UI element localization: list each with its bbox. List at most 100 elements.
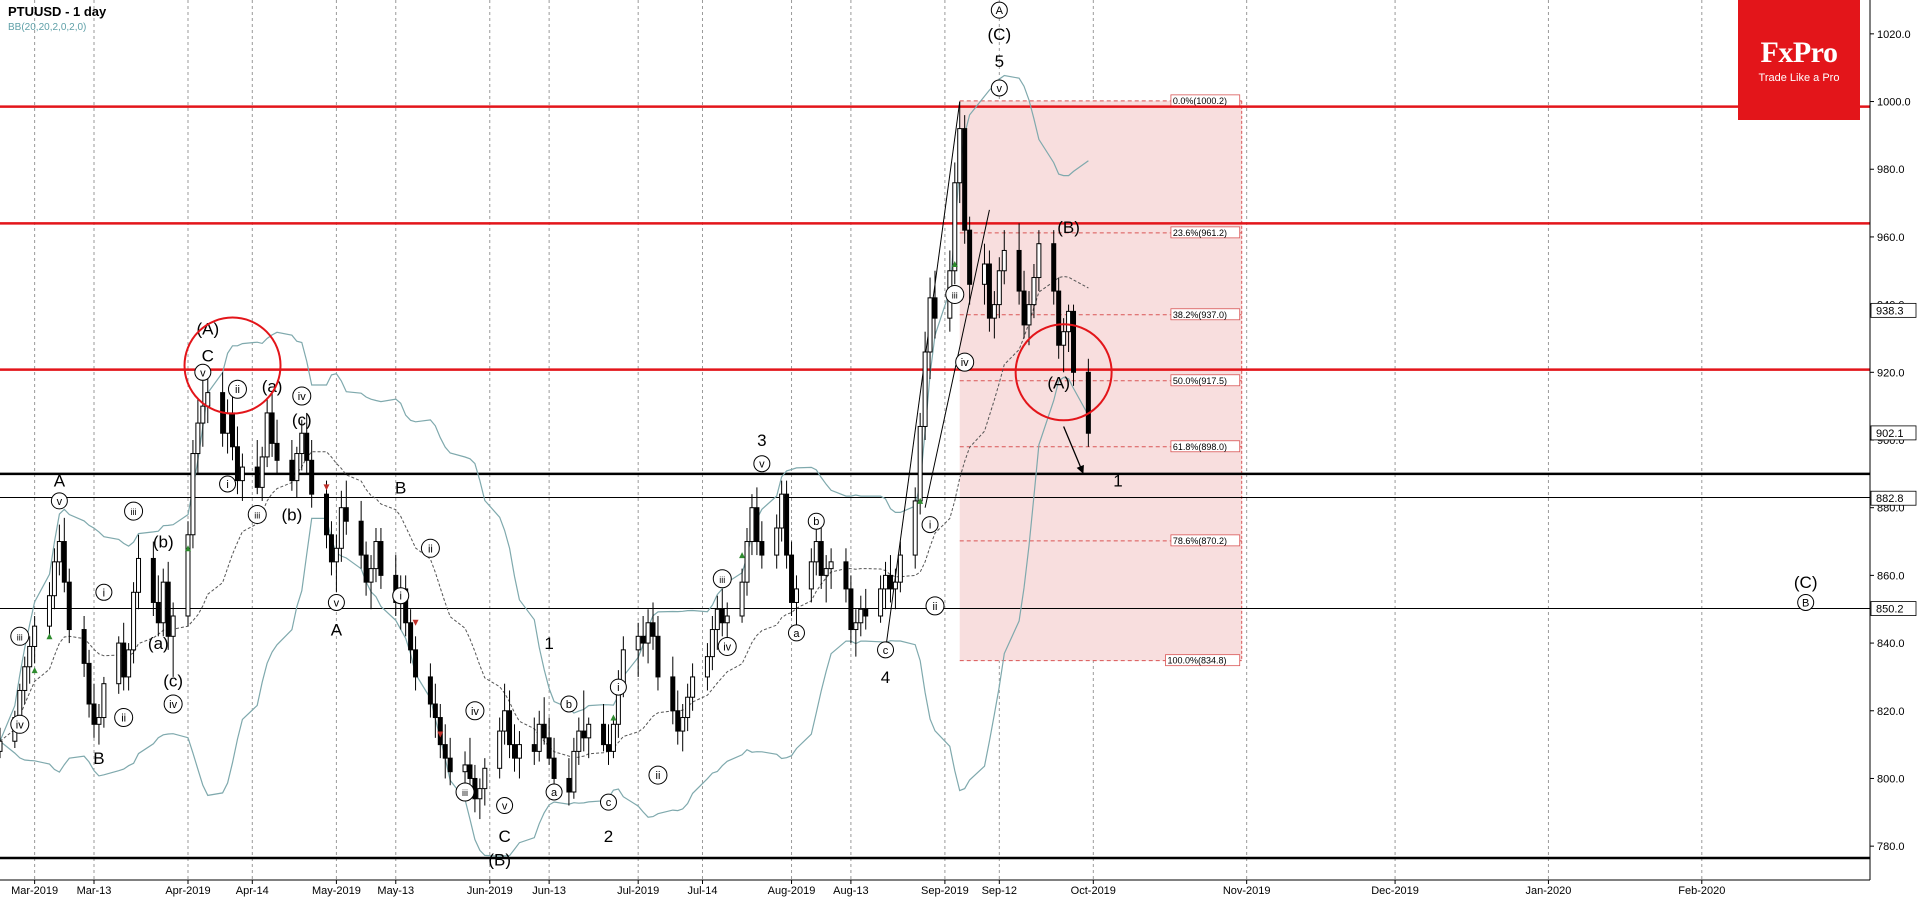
wave-circle <box>807 512 825 530</box>
wave-label: iii <box>719 575 725 585</box>
candle-up <box>645 622 651 644</box>
x-tick-label: May-13 <box>377 885 414 897</box>
candle-up <box>1061 331 1067 346</box>
x-tick-label: Jul-2019 <box>617 885 659 897</box>
candle-down <box>121 642 127 678</box>
wave-circle <box>990 1 1008 19</box>
candle-up <box>502 710 508 732</box>
candle-up <box>749 507 755 543</box>
x-tick-label: Oct-2019 <box>1071 885 1116 897</box>
wave-circle <box>717 636 737 656</box>
wave-circle <box>219 475 237 493</box>
candle-up <box>56 541 62 563</box>
candle-down <box>541 723 547 739</box>
candle-up <box>22 666 28 691</box>
wave-circle <box>50 492 68 510</box>
fib-level-label: 0.0%(1000.2) <box>1173 96 1227 106</box>
wave-circle <box>420 538 440 558</box>
down-arrow-icon <box>437 731 444 738</box>
wave-label: (A) <box>1047 373 1070 392</box>
wave-label: (B) <box>488 851 511 870</box>
wave-circle <box>560 695 578 713</box>
candle-down <box>155 601 161 624</box>
wave-circle <box>227 379 247 399</box>
candle-up <box>858 608 864 624</box>
wave-label: B <box>1802 597 1809 609</box>
candle-up <box>51 561 57 597</box>
candle-down <box>358 520 364 556</box>
candle-up <box>892 581 898 590</box>
fib-level-label: 23.6%(961.2) <box>1173 228 1227 238</box>
y-tick-label: 780.0 <box>1877 841 1905 853</box>
candle-down <box>269 412 275 444</box>
wave-label: iv <box>723 641 731 653</box>
wave-label: c <box>606 797 612 809</box>
wave-label: v <box>759 459 765 471</box>
y-tick-label: 920.0 <box>1877 367 1905 379</box>
fxpro-logo: FxPro Trade Like a Pro <box>1738 0 1860 120</box>
chart-symbol: PTUUSD - 1 day <box>8 4 106 19</box>
candle-down <box>818 541 824 576</box>
candle-up <box>680 717 686 732</box>
wave-label: ii <box>428 543 433 555</box>
candle-up <box>200 405 206 424</box>
candle-down <box>289 459 295 482</box>
wave-label: B <box>395 478 406 497</box>
candle-up <box>536 723 542 752</box>
candle-down <box>546 737 552 759</box>
candle-down <box>887 574 893 590</box>
x-tick-label: Sep-2019 <box>921 885 969 897</box>
fib-level-box <box>1170 374 1241 387</box>
candle-up <box>779 493 785 529</box>
wave-circle <box>609 678 627 696</box>
y-tick-label: 1020.0 <box>1877 29 1911 41</box>
candle-down <box>427 676 433 705</box>
candle-down <box>962 128 968 231</box>
candle-up <box>853 622 859 631</box>
candle-down <box>551 757 557 779</box>
candle-down <box>309 459 315 495</box>
y-tick-label: 880.0 <box>1877 503 1905 515</box>
axis-background <box>0 880 1918 898</box>
candle-down <box>967 229 973 285</box>
fib-level-label: 100.0%(834.8) <box>1168 656 1227 666</box>
y-tick-label: 1000.0 <box>1877 97 1911 109</box>
candle-up <box>823 568 829 576</box>
wave-label: i <box>399 591 401 603</box>
x-tick-label: Feb-2020 <box>1678 885 1725 897</box>
candle-down <box>150 557 156 603</box>
price-box-label: 902.1 <box>1876 428 1904 440</box>
candle-down <box>640 635 646 644</box>
price-box <box>1870 490 1917 506</box>
wave-label: (b) <box>153 533 174 552</box>
candle-down <box>363 554 369 583</box>
fib-level-label: 78.6%(870.2) <box>1173 536 1227 546</box>
candle-up <box>571 750 577 793</box>
candle-up <box>338 507 344 549</box>
wave-label: A <box>54 472 66 491</box>
fib-level-label: 38.2%(937.0) <box>1173 310 1227 320</box>
candle-up <box>996 270 1002 306</box>
candle-up <box>883 574 889 590</box>
fib-level-label: 61.8%(898.0) <box>1173 442 1227 452</box>
candle-up <box>714 608 720 631</box>
candle-up <box>991 304 997 319</box>
y-tick-label: 980.0 <box>1877 164 1905 176</box>
candle-up <box>482 767 488 790</box>
logo-tagline: Trade Like a Pro <box>1758 72 1840 84</box>
price-box-label: 938.3 <box>1876 305 1904 317</box>
wave-label: ii <box>656 770 661 782</box>
wave-label: iii <box>462 788 468 798</box>
candle-up <box>704 656 710 678</box>
wave-label: c <box>883 645 889 657</box>
candle-down <box>328 534 334 563</box>
candle-down <box>759 541 765 556</box>
fib-level-box <box>1170 534 1241 547</box>
x-tick-label: Aug-2019 <box>768 885 816 897</box>
wave-label: (b) <box>281 505 302 524</box>
wave-label: (B) <box>1057 218 1080 237</box>
wave-label: 2 <box>604 827 613 846</box>
candle-down <box>437 717 443 746</box>
candle-up <box>126 649 132 678</box>
